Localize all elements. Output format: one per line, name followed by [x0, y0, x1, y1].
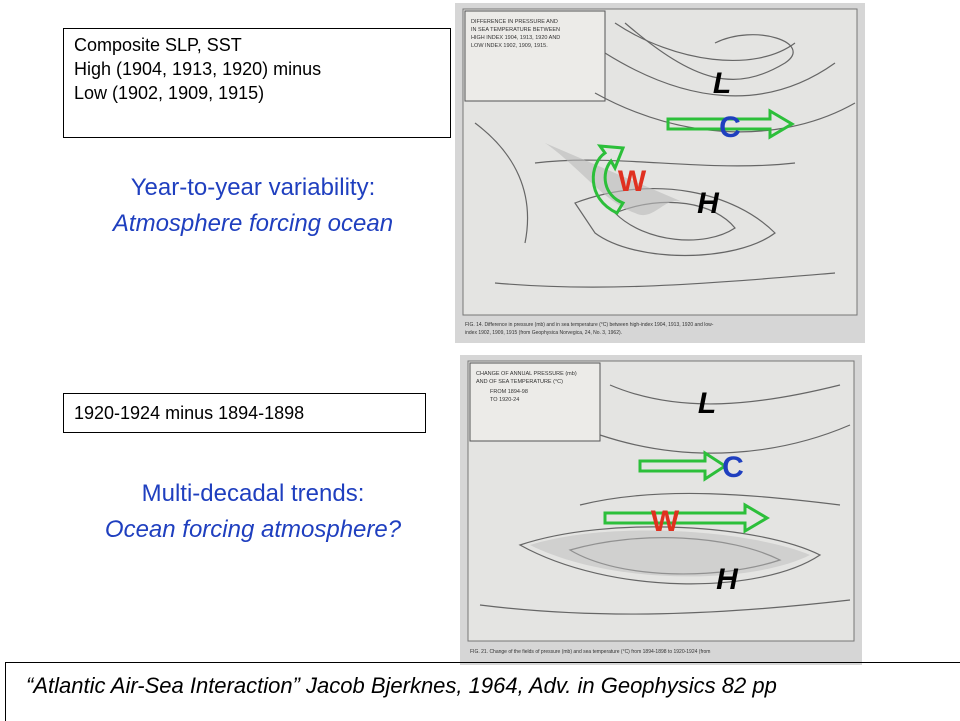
map-header: FROM 1894-98 [490, 389, 528, 395]
map-legend-box [464, 10, 606, 102]
pressure-label: H [716, 563, 739, 596]
arrow [666, 108, 795, 140]
current-label: W [618, 165, 647, 198]
current-label: C [722, 451, 744, 484]
heading-line: Atmosphere forcing ocean [112, 210, 394, 237]
pressure-label: H [697, 187, 720, 220]
map-header: LOW INDEX 1902, 1909, 1915. [471, 43, 548, 49]
pressure-label: L [698, 387, 716, 420]
heading: Year-to-year variability: Atmosphere for… [43, 170, 463, 242]
info-line: 1920-1924 minus 1894-1898 [74, 403, 305, 423]
map-header: TO 1920-24 [490, 397, 519, 403]
map-caption: index 1902, 1909, 1915 (from Geophysica … [465, 330, 622, 336]
hatched-area [545, 143, 685, 216]
citation-box: “Atlantic Air-Sea Interaction” Jacob Bje… [5, 662, 960, 721]
current-label: C [719, 111, 741, 144]
arrow [638, 450, 728, 482]
info-line: Low (1902, 1909, 1915) [74, 83, 265, 103]
map-header: AND OF SEA TEMPERATURE (°C) [476, 379, 563, 385]
heading-line: Year-to-year variability: [130, 174, 376, 201]
heading: Multi-decadal trends: Ocean forcing atmo… [43, 476, 463, 548]
arrow [591, 144, 626, 215]
map-figure: CHANGE OF ANNUAL PRESSURE (mb) AND OF SE… [460, 355, 862, 665]
arrow [603, 502, 770, 534]
map-caption: FIG. 21. Change of the fields of pressur… [470, 649, 710, 655]
map-figure: DIFFERENCE IN PRESSURE AND IN SEA TEMPER… [455, 3, 865, 343]
map-header: DIFFERENCE IN PRESSURE AND [471, 19, 558, 25]
map-header: HIGH INDEX 1904, 1913, 1920 AND [471, 35, 560, 41]
map-header: CHANGE OF ANNUAL PRESSURE (mb) [476, 371, 577, 377]
heading-line: Ocean forcing atmosphere? [104, 516, 402, 543]
map-header: IN SEA TEMPERATURE BETWEEN [471, 27, 560, 33]
info-line: Composite SLP, SST [74, 35, 242, 55]
info-box: Composite SLP, SST High (1904, 1913, 192… [63, 28, 451, 138]
hatched-area [530, 530, 810, 577]
info-box: 1920-1924 minus 1894-1898 [63, 393, 426, 433]
citation: “Atlantic Air-Sea Interaction” Jacob Bje… [26, 673, 777, 698]
pressure-label: L [713, 67, 731, 100]
contours [474, 22, 856, 288]
info-line: High (1904, 1913, 1920) minus [74, 59, 322, 79]
heading-line: Multi-decadal trends: [141, 480, 365, 507]
map-legend-box [469, 362, 601, 442]
map-caption: FIG. 14. Difference in pressure (mb) and… [465, 322, 714, 328]
current-label: W [651, 505, 680, 538]
